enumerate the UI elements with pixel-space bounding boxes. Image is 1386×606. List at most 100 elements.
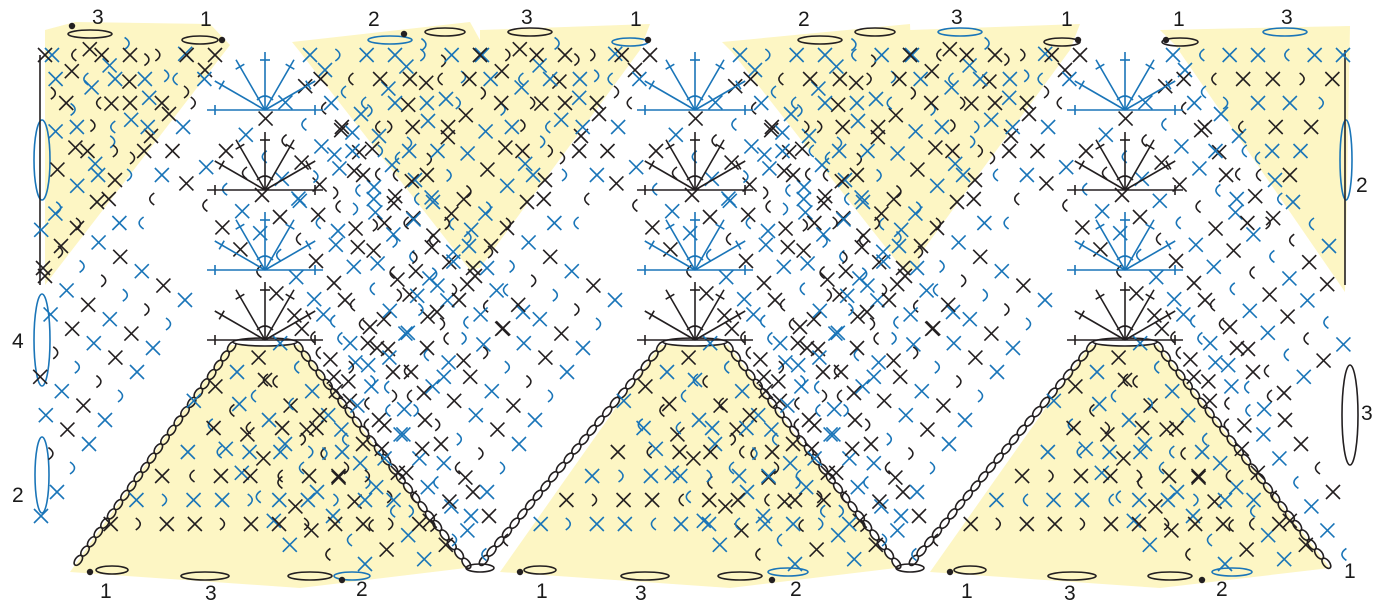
single-crochet-stitch [792,319,808,335]
single-crochet-stitch [511,436,527,452]
single-crochet-stitch [479,162,495,178]
half-double-stitch [1209,298,1216,312]
single-crochet-stitch [850,113,866,129]
single-crochet-stitch [962,311,978,327]
half-double-stitch [917,245,924,259]
half-double-stitch [618,469,624,483]
single-crochet-stitch [919,422,935,438]
single-crochet-stitch [177,292,193,308]
single-crochet-stitch [218,441,234,457]
single-crochet-stitch [94,47,110,63]
half-double-stitch [884,461,891,475]
single-crochet-stitch [833,364,849,380]
half-double-stitch [429,518,436,533]
half-double-stitch [706,469,712,483]
single-crochet-stitch [806,311,822,327]
single-crochet-stitch [315,306,331,322]
single-crochet-stitch [673,516,689,532]
single-crochet-stitch [1298,537,1314,553]
single-crochet-stitch [1245,226,1261,242]
half-double-stitch [392,168,399,182]
single-crochet-stitch [1268,119,1284,135]
single-crochet-stitch [907,206,923,222]
single-crochet-stitch [271,516,287,532]
half-double-stitch [595,317,602,331]
half-double-stitch [219,517,226,531]
start-point-dot [400,30,408,38]
single-crochet-stitch [787,556,803,572]
single-crochet-stitch [886,353,902,369]
single-crochet-stitch [955,167,971,183]
single-crochet-stitch [798,479,814,495]
single-crochet-stitch [1299,292,1315,308]
half-double-stitch [593,69,600,83]
single-crochet-stitch [575,119,591,135]
single-crochet-stitch [461,238,477,254]
single-crochet-stitch [37,268,53,284]
half-double-stitch [1108,493,1115,507]
single-crochet-stitch [218,143,234,159]
single-crochet-stitch [258,111,274,127]
half-double-stitch [110,120,116,134]
single-crochet-stitch [988,492,1004,508]
single-crochet-stitch [483,238,499,254]
single-crochet-stitch [891,238,907,254]
half-double-stitch [1153,360,1160,374]
single-crochet-stitch [272,209,288,225]
chain-stitch [797,35,843,45]
half-double-stitch [1104,421,1111,435]
single-crochet-stitch [409,288,425,304]
half-double-stitch [813,380,820,394]
half-double-stitch [841,490,848,504]
single-crochet-stitch [1220,357,1236,373]
single-crochet-stitch [963,516,979,532]
half-double-stitch [504,48,511,62]
half-double-stitch [386,490,393,504]
single-crochet-stitch [643,468,659,484]
single-crochet-stitch [572,71,588,87]
half-double-stitch [659,403,665,418]
single-crochet-stitch [914,383,930,399]
single-crochet-stitch [806,215,822,231]
half-double-stitch [1089,403,1095,418]
chain-stitch [180,571,230,581]
half-double-stitch [779,298,786,312]
half-double-stitch [1276,192,1283,206]
half-double-stitch [1115,490,1122,504]
single-crochet-stitch [1191,470,1207,486]
half-double-stitch [838,504,845,518]
single-crochet-stitch [355,516,371,532]
half-double-stitch [1122,373,1129,387]
half-double-stitch [481,547,487,562]
half-double-stitch [1201,432,1208,446]
chain-stitch [67,29,113,39]
single-crochet-stitch [441,494,457,510]
half-double-stitch [389,265,396,280]
single-crochet-stitch [834,173,850,189]
single-crochet-stitch [849,340,865,356]
single-crochet-stitch [300,492,316,508]
half-double-stitch [955,374,962,389]
half-double-stitch [895,184,902,199]
single-crochet-stitch [1003,128,1019,144]
single-crochet-stitch [909,260,925,276]
single-crochet-stitch [1154,321,1170,337]
single-crochet-stitch [342,335,358,351]
single-crochet-stitch [458,107,474,123]
single-crochet-stitch [136,143,152,159]
single-crochet-stitch [347,354,363,370]
top-label: 2 [798,8,810,31]
single-crochet-stitch [644,492,660,508]
single-crochet-stitch [764,444,780,460]
single-crochet-stitch [826,401,842,417]
half-double-stitch [874,216,881,230]
single-crochet-stitch [1117,372,1133,388]
half-double-stitch [444,216,451,230]
single-crochet-stitch [1134,420,1150,436]
single-crochet-stitch [121,74,137,90]
single-crochet-stitch [446,393,462,409]
half-double-stitch [1254,151,1261,165]
half-double-stitch [406,136,413,150]
bottom-label: 3 [635,582,647,605]
single-crochet-stitch [360,357,376,373]
